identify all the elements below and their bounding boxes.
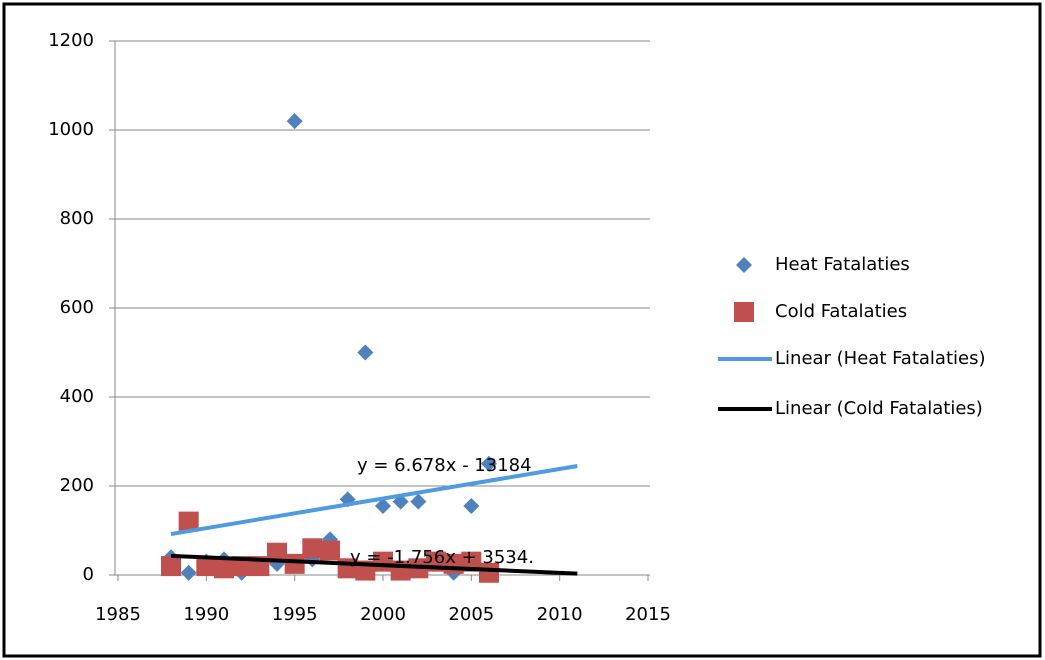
x-tick-label: 2015: [625, 604, 671, 625]
point: [357, 344, 374, 361]
trendline-equation: y = -1.756x + 3534.: [350, 547, 534, 568]
y-tick-label: 400: [60, 386, 94, 407]
y-tick-label: 200: [60, 475, 94, 496]
trendline-equation: y = 6.678x - 13184: [357, 455, 532, 476]
point: [481, 455, 497, 472]
y-tick-label: 800: [60, 208, 94, 229]
x-tick-label: 1995: [272, 604, 318, 625]
legend-label: Linear (Cold Fatalaties): [775, 398, 983, 419]
point: [196, 556, 217, 577]
x-tick-label: 1985: [95, 604, 141, 625]
y-tick-label: 0: [83, 564, 94, 585]
point: [214, 558, 234, 579]
y-tick-label: 1000: [48, 119, 94, 140]
legend-marker: [734, 302, 754, 322]
point: [161, 556, 181, 577]
point: [284, 553, 305, 574]
point: [302, 538, 323, 559]
point: [320, 540, 340, 561]
point: [463, 498, 480, 515]
point: [461, 551, 482, 572]
trendline: [170, 464, 578, 537]
x-tick-label: 2000: [360, 604, 406, 625]
y-tick-label: 600: [60, 297, 94, 318]
x-tick-label: 2005: [448, 604, 494, 625]
point: [267, 542, 287, 563]
point: [286, 113, 303, 130]
x-tick-label: 2010: [537, 604, 583, 625]
point: [180, 564, 197, 581]
trendline: [170, 553, 578, 576]
legend-label: Linear (Heat Fatalaties): [775, 348, 986, 369]
legend-label: Cold Fatalaties: [775, 301, 907, 322]
point: [178, 511, 199, 532]
point: [375, 498, 391, 515]
point: [410, 493, 427, 510]
legend-label: Heat Fatalaties: [775, 254, 910, 275]
legend-marker: [736, 257, 752, 273]
y-tick-label: 1200: [48, 30, 94, 51]
x-tick-label: 1990: [183, 604, 229, 625]
